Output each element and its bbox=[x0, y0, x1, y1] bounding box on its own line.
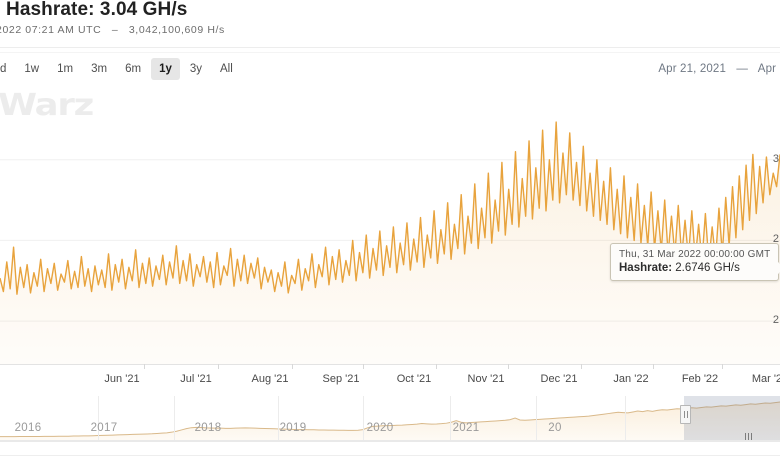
navigator-handle-left[interactable] bbox=[680, 405, 691, 424]
date-range-to[interactable]: Apr 2 bbox=[757, 63, 780, 75]
navigator-year-label: 2016 bbox=[14, 422, 42, 434]
subtitle-dash: – bbox=[111, 24, 119, 36]
x-axis-label: Sep '21 bbox=[322, 373, 360, 385]
x-axis-label: Jul '21 bbox=[180, 373, 212, 385]
x-axis-tick bbox=[436, 364, 437, 369]
range-button-3m[interactable]: 3m bbox=[83, 58, 115, 80]
x-axis-tick bbox=[653, 364, 654, 369]
navigator-gridline bbox=[174, 396, 175, 441]
grip-line bbox=[747, 432, 749, 440]
range-button-6m[interactable]: 6m bbox=[117, 58, 149, 80]
y-axis-label-1: 2 bbox=[772, 233, 779, 246]
chart-header: Hashrate: 3.04 GH/s 2022 07:21 AM UTC – … bbox=[0, 0, 780, 53]
tooltip-series-label: Hashrate: bbox=[619, 262, 673, 274]
navigator-background[interactable]: 2016 2017 2018 2019 2020 2021 20 bbox=[0, 396, 780, 441]
range-button-1w[interactable]: 1w bbox=[16, 58, 47, 80]
grip-line bbox=[744, 432, 746, 440]
navigator-year-label: 2021 bbox=[452, 422, 480, 434]
navigator-gridline bbox=[536, 396, 537, 441]
chart-navigator[interactable]: 2016 2017 2018 2019 2020 2021 20 bbox=[0, 396, 780, 444]
subtitle-raw-hashrate: 3,042,100,609 H/s bbox=[128, 24, 225, 36]
y-axis-label-0: 3 bbox=[772, 152, 779, 165]
header-divider bbox=[0, 47, 780, 48]
x-axis-tick bbox=[363, 364, 364, 369]
navigator-series bbox=[0, 401, 780, 441]
range-button-1m[interactable]: 1m bbox=[49, 58, 81, 80]
range-button-d[interactable]: d bbox=[0, 58, 14, 80]
x-axis-label: Dec '21 bbox=[540, 373, 578, 385]
main-plot-area[interactable]: 3 2 2 bbox=[0, 96, 780, 364]
navigator-gridline bbox=[363, 396, 364, 441]
range-button-1y[interactable]: 1y bbox=[151, 58, 180, 80]
date-range-from[interactable]: Apr 21, 2021 bbox=[658, 63, 727, 75]
navigator-gridline bbox=[98, 396, 99, 441]
x-axis-label: Aug '21 bbox=[251, 373, 289, 385]
navigator-gridline bbox=[625, 396, 626, 441]
navigator-year-label: 2019 bbox=[279, 422, 307, 434]
navigator-year-label: 2017 bbox=[90, 422, 118, 434]
x-axis-line bbox=[0, 364, 780, 365]
x-axis-tick bbox=[508, 364, 509, 369]
hashrate-area-chart[interactable] bbox=[0, 96, 780, 364]
x-axis-label: Mar '22 bbox=[751, 373, 780, 385]
x-axis-label: Jan '22 bbox=[613, 373, 649, 385]
tooltip-value-row: Hashrate: 2.6746 GH/s bbox=[619, 262, 770, 274]
subtitle-timestamp: 2022 07:21 AM UTC bbox=[0, 24, 102, 36]
page-title: Hashrate: 3.04 GH/s bbox=[6, 0, 188, 20]
x-axis-tick bbox=[292, 364, 293, 369]
navigator-year-label: 2018 bbox=[194, 422, 222, 434]
header-divider-secondary bbox=[0, 52, 780, 53]
tooltip-date: Thu, 31 Mar 2022 00:00:00 GMT bbox=[619, 249, 771, 260]
handle-grip-line bbox=[686, 411, 688, 418]
grip-line bbox=[750, 432, 752, 440]
navigator-selection-mask[interactable] bbox=[684, 396, 780, 441]
x-axis-label: Jun '21 bbox=[104, 373, 140, 385]
x-axis-label: Oct '21 bbox=[396, 373, 432, 385]
x-axis-tick bbox=[722, 364, 723, 369]
x-axis-tick bbox=[218, 364, 219, 369]
navigator-gridline bbox=[450, 396, 451, 441]
navigator-year-label: 20 bbox=[548, 422, 562, 434]
range-buttons-group[interactable]: d 1w 1m 3m 6m 1y 3y All bbox=[0, 58, 241, 80]
navigator-scrollbar-grip[interactable] bbox=[740, 432, 756, 440]
date-range-display[interactable]: Apr 21, 2021 — Apr 2 bbox=[658, 63, 780, 75]
x-axis-label: Nov '21 bbox=[467, 373, 505, 385]
x-axis-tick bbox=[581, 364, 582, 369]
date-range-separator: — bbox=[736, 63, 749, 75]
navigator-gridline bbox=[278, 396, 279, 441]
navigator-year-label: 2020 bbox=[366, 422, 394, 434]
y-axis-label-2: 2 bbox=[772, 314, 779, 327]
navigator-baseline bbox=[0, 440, 780, 442]
chart-tooltip: Thu, 31 Mar 2022 00:00:00 GMT Hashrate: … bbox=[610, 243, 780, 281]
x-axis: Jun '21 Jul '21 Aug '21 Sep '21 Oct '21 Nov '… bbox=[0, 364, 780, 392]
x-axis-tick bbox=[144, 364, 145, 369]
handle-grip-line bbox=[683, 411, 685, 418]
footer-divider bbox=[0, 455, 780, 456]
range-button-all[interactable]: All bbox=[212, 58, 241, 80]
chart-subtitle: 2022 07:21 AM UTC – 3,042,100,609 H/s bbox=[0, 24, 225, 36]
x-axis-label: Feb '22 bbox=[681, 373, 719, 385]
range-button-3y[interactable]: 3y bbox=[182, 58, 210, 80]
brand-watermark: nWarz bbox=[0, 88, 94, 123]
tooltip-series-value: 2.6746 GH/s bbox=[675, 262, 740, 274]
